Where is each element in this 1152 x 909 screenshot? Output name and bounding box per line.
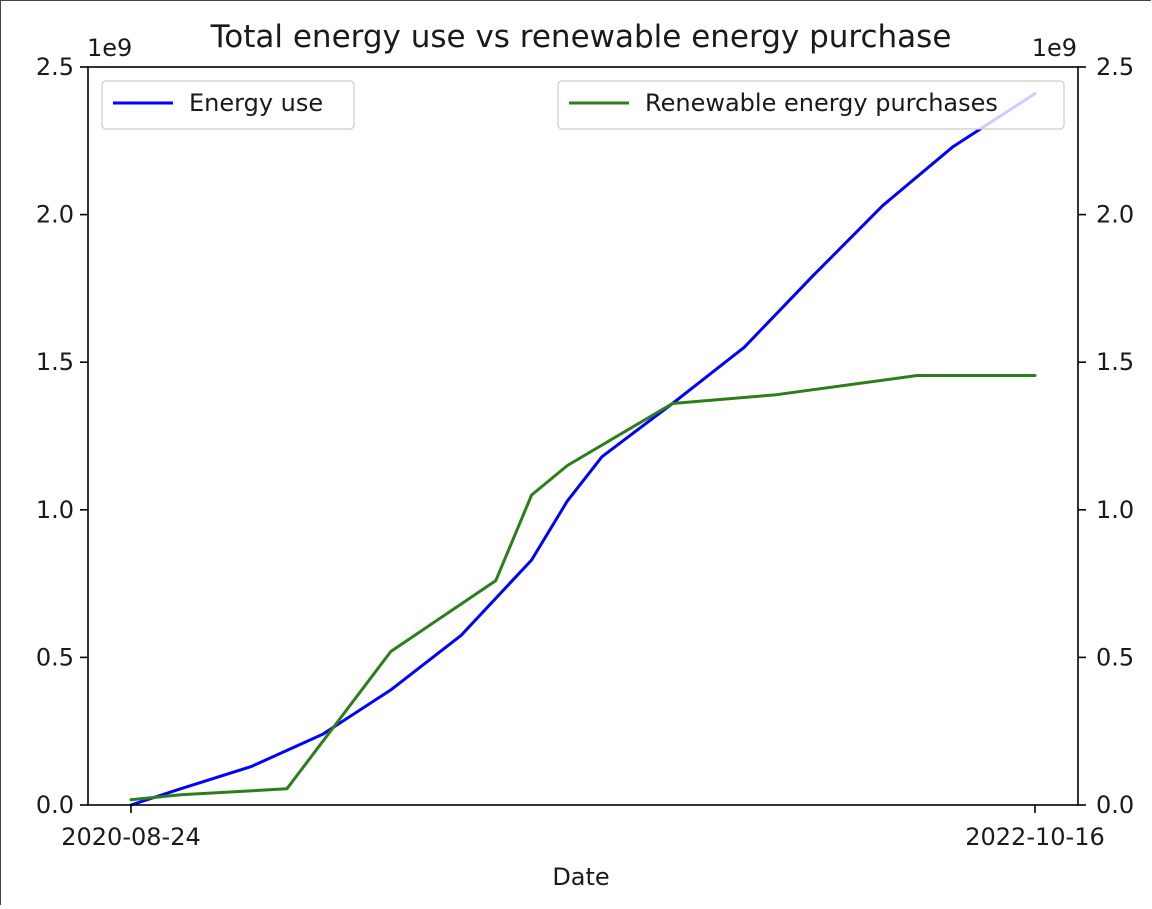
- right-y-axis: 0.0 0.5 1.0 1.5 2.0 2.5: [1078, 53, 1134, 819]
- right-y-tick-label: 2.0: [1096, 201, 1134, 229]
- energy-use-line: [129, 92, 1037, 807]
- plot-frame: [87, 66, 1079, 806]
- right-y-tick-label: 0.0: [1096, 791, 1134, 819]
- legend-renewable-purchases: Renewable energy purchases: [557, 80, 1065, 130]
- x-axis-label: Date: [552, 863, 609, 891]
- left-y-tick-label: 0.5: [36, 643, 74, 671]
- left-y-tick-label: 2.5: [36, 53, 74, 81]
- legend-energy-use-label: Energy use: [189, 89, 323, 117]
- left-y-tick-label: 0.0: [36, 791, 74, 819]
- x-tick-label: 2020-08-24: [61, 823, 200, 851]
- legend-energy-use: Energy use: [101, 80, 355, 130]
- legend-renewable-purchases-label: Renewable energy purchases: [645, 89, 998, 117]
- right-y-tick-label: 1.5: [1096, 348, 1134, 376]
- right-y-tick-label: 0.5: [1096, 643, 1134, 671]
- x-tick-label: 2022-10-16: [965, 823, 1104, 851]
- right-y-tick-label: 2.5: [1096, 53, 1134, 81]
- left-y-axis: 0.0 0.5 1.0 1.5 2.0 2.5: [36, 53, 88, 819]
- legend-energy-use-box: [101, 80, 355, 130]
- right-y-tick-label: 1.0: [1096, 496, 1134, 524]
- left-y-tick-label: 1.0: [36, 496, 74, 524]
- renewable-purchases-line: [129, 374, 1037, 802]
- plot-area: [129, 92, 1037, 807]
- left-axis-offset-label: 1e9: [87, 34, 132, 62]
- chart-title: Total energy use vs renewable energy pur…: [210, 19, 952, 55]
- right-axis-offset-label: 1e9: [1032, 34, 1077, 62]
- left-y-tick-label: 1.5: [36, 348, 74, 376]
- legend-renewable-purchases-box: [557, 80, 1065, 130]
- x-axis: 2020-08-24 2022-10-16: [61, 805, 1105, 851]
- left-y-tick-label: 2.0: [36, 201, 74, 229]
